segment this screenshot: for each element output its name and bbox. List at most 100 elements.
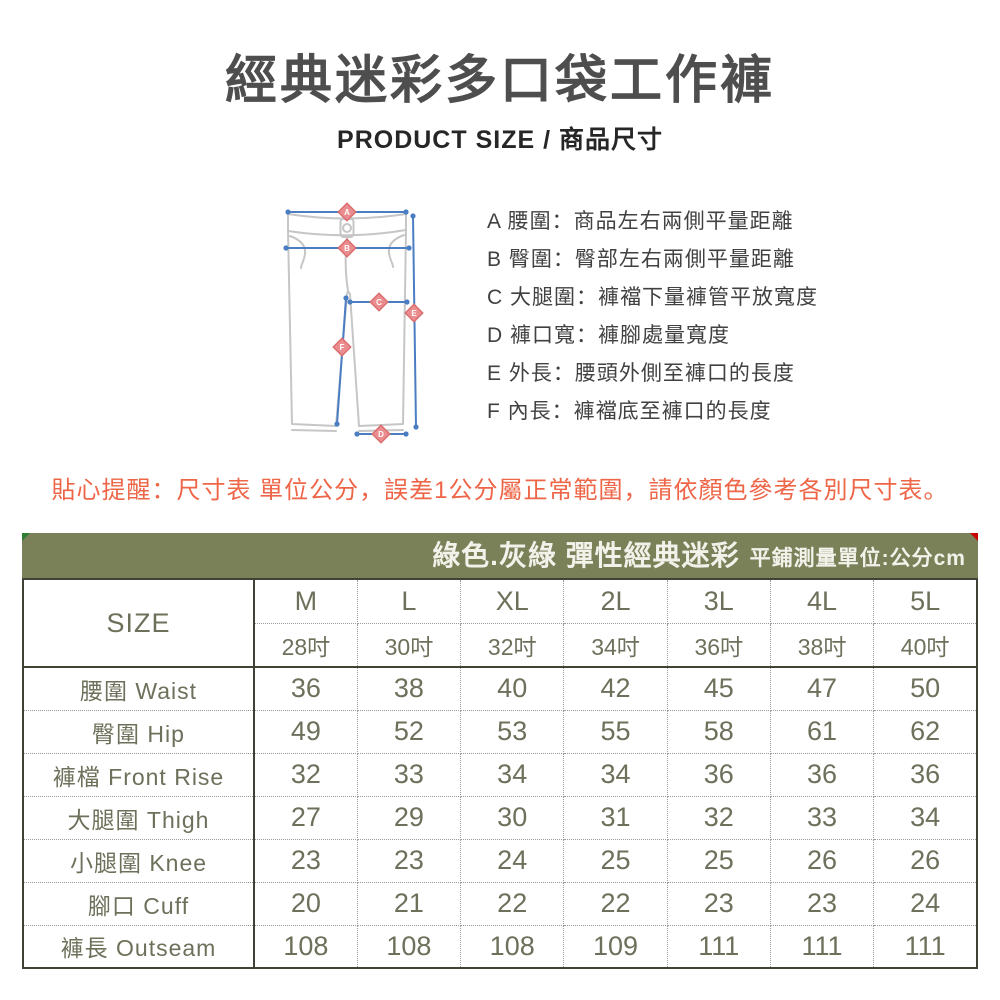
value-cell: 45 <box>666 666 771 711</box>
measure-marker-F: F <box>332 337 352 357</box>
table-row: 臀圍 Hip 49 52 53 55 58 61 62 <box>22 709 978 754</box>
value-cell: 108 <box>356 924 462 969</box>
size-header: 2L <box>563 578 668 624</box>
value-cell: 23 <box>666 881 771 926</box>
value-cell: 20 <box>253 881 358 926</box>
inch-header: 32吋 <box>460 622 565 668</box>
value-cell: 58 <box>666 709 771 754</box>
value-cell: 38 <box>356 666 462 711</box>
value-cell: 33 <box>356 752 462 797</box>
corner-flag-green-icon <box>22 533 30 541</box>
row-label: 小腿圍 Knee <box>22 838 255 883</box>
value-cell: 55 <box>563 709 668 754</box>
measure-note: E 外長：腰頭外側至褲口的長度 <box>487 362 795 385</box>
value-cell: 23 <box>356 838 462 883</box>
measure-notes: A 腰圍：商品左右兩側平量距離 B 臀圍：臀部左右兩側平量距離 C 大腿圍：褲襠下量… <box>487 203 818 431</box>
value-cell: 30 <box>460 795 565 840</box>
value-cell: 108 <box>253 924 358 969</box>
value-cell: 50 <box>873 666 978 711</box>
value-cell: 29 <box>356 795 462 840</box>
value-cell: 24 <box>873 881 978 926</box>
measure-note: F 內長：褲襠底至褲口的長度 <box>487 400 772 423</box>
value-cell: 42 <box>563 666 668 711</box>
value-cell: 26 <box>769 838 875 883</box>
value-cell: 25 <box>563 838 668 883</box>
measure-markers: A B C E F D <box>332 202 424 444</box>
measure-marker-E: E <box>404 303 424 323</box>
measure-marker-C: C <box>369 292 389 312</box>
table-header-title: 綠色.灰綠 彈性經典迷彩 <box>432 540 740 571</box>
table-header-bar: 綠色.灰綠 彈性經典迷彩 平鋪測量單位:公分cm <box>22 533 978 578</box>
value-cell: 31 <box>563 795 668 840</box>
value-cell: 26 <box>873 838 978 883</box>
table-row: 小腿圍 Knee 23 23 24 25 25 26 26 <box>22 838 978 883</box>
value-cell: 49 <box>253 709 358 754</box>
size-header: 3L <box>666 578 771 624</box>
value-cell: 47 <box>769 666 875 711</box>
size-table-section: 綠色.灰綠 彈性經典迷彩 平鋪測量單位:公分cm SIZE M L XL 2L … <box>22 533 978 969</box>
value-cell: 22 <box>460 881 565 926</box>
value-cell: 25 <box>666 838 771 883</box>
value-cell: 22 <box>563 881 668 926</box>
pants-diagram: A B C E F D <box>283 202 424 444</box>
inch-header: 28吋 <box>253 622 358 668</box>
value-cell: 34 <box>873 795 978 840</box>
value-cell: 23 <box>769 881 875 926</box>
value-cell: 62 <box>873 709 978 754</box>
size-header: 4L <box>769 578 875 624</box>
table-row: 褲檔 Front Rise 32 33 34 34 36 36 36 <box>22 752 978 797</box>
size-column-header: SIZE <box>22 578 255 668</box>
value-cell: 61 <box>769 709 875 754</box>
size-header: L <box>356 578 462 624</box>
value-cell: 33 <box>769 795 875 840</box>
row-label: 褲長 Outseam <box>22 924 255 969</box>
svg-text:C: C <box>376 298 382 307</box>
value-cell: 36 <box>769 752 875 797</box>
table-header-unit: 平鋪測量單位:公分cm <box>749 547 966 570</box>
value-cell: 40 <box>460 666 565 711</box>
row-label: 腳口 Cuff <box>22 881 255 926</box>
svg-text:F: F <box>340 343 345 352</box>
value-cell: 23 <box>253 838 358 883</box>
value-cell: 36 <box>873 752 978 797</box>
svg-text:B: B <box>344 244 350 253</box>
table-row: 腳口 Cuff 20 21 22 22 23 23 24 <box>22 881 978 926</box>
page-subtitle: PRODUCT SIZE / 商品尺寸 <box>337 126 663 154</box>
value-cell: 34 <box>460 752 565 797</box>
measure-note: A 腰圍：商品左右兩側平量距離 <box>487 210 794 233</box>
value-cell: 21 <box>356 881 462 926</box>
measure-marker-D: D <box>371 424 391 444</box>
inch-header: 36吋 <box>666 622 771 668</box>
measure-note: C 大腿圍：褲襠下量褲管平放寬度 <box>487 286 818 309</box>
inch-header: 38吋 <box>769 622 875 668</box>
measure-marker-A: A <box>337 202 357 222</box>
size-header: 5L <box>873 578 978 624</box>
value-cell: 36 <box>666 752 771 797</box>
row-label: 褲檔 Front Rise <box>22 752 255 797</box>
svg-text:D: D <box>378 430 384 439</box>
corner-flag-red-icon <box>970 533 978 541</box>
size-table: SIZE M L XL 2L 3L 4L 5L 28吋 30吋 32吋 34吋 … <box>22 578 978 969</box>
row-label: 臀圍 Hip <box>22 709 255 754</box>
reminder-note: 貼心提醒：尺寸表 單位公分，誤差1公分屬正常範圍，請依顏色參考各別尺寸表。 <box>51 477 949 504</box>
svg-text:A: A <box>344 208 350 217</box>
inch-header: 30吋 <box>356 622 462 668</box>
value-cell: 111 <box>769 924 875 969</box>
inch-header: 40吋 <box>873 622 978 668</box>
value-cell: 108 <box>460 924 565 969</box>
size-header: XL <box>460 578 565 624</box>
value-cell: 32 <box>253 752 358 797</box>
value-cell: 36 <box>253 666 358 711</box>
value-cell: 24 <box>460 838 565 883</box>
size-header: M <box>253 578 358 624</box>
row-label: 大腿圍 Thigh <box>22 795 255 840</box>
table-row: 大腿圍 Thigh 27 29 30 31 32 33 34 <box>22 795 978 840</box>
measure-note: D 褲口寬：褲腳處量寬度 <box>487 324 730 347</box>
value-cell: 111 <box>666 924 771 969</box>
table-row: 褲長 Outseam 108 108 108 109 111 111 111 <box>22 924 978 969</box>
page-title: 經典迷彩多口袋工作褲 <box>224 52 775 110</box>
value-cell: 32 <box>666 795 771 840</box>
row-label: 腰圍 Waist <box>22 666 255 711</box>
measure-note: B 臀圍：臀部左右兩側平量距離 <box>487 248 795 271</box>
